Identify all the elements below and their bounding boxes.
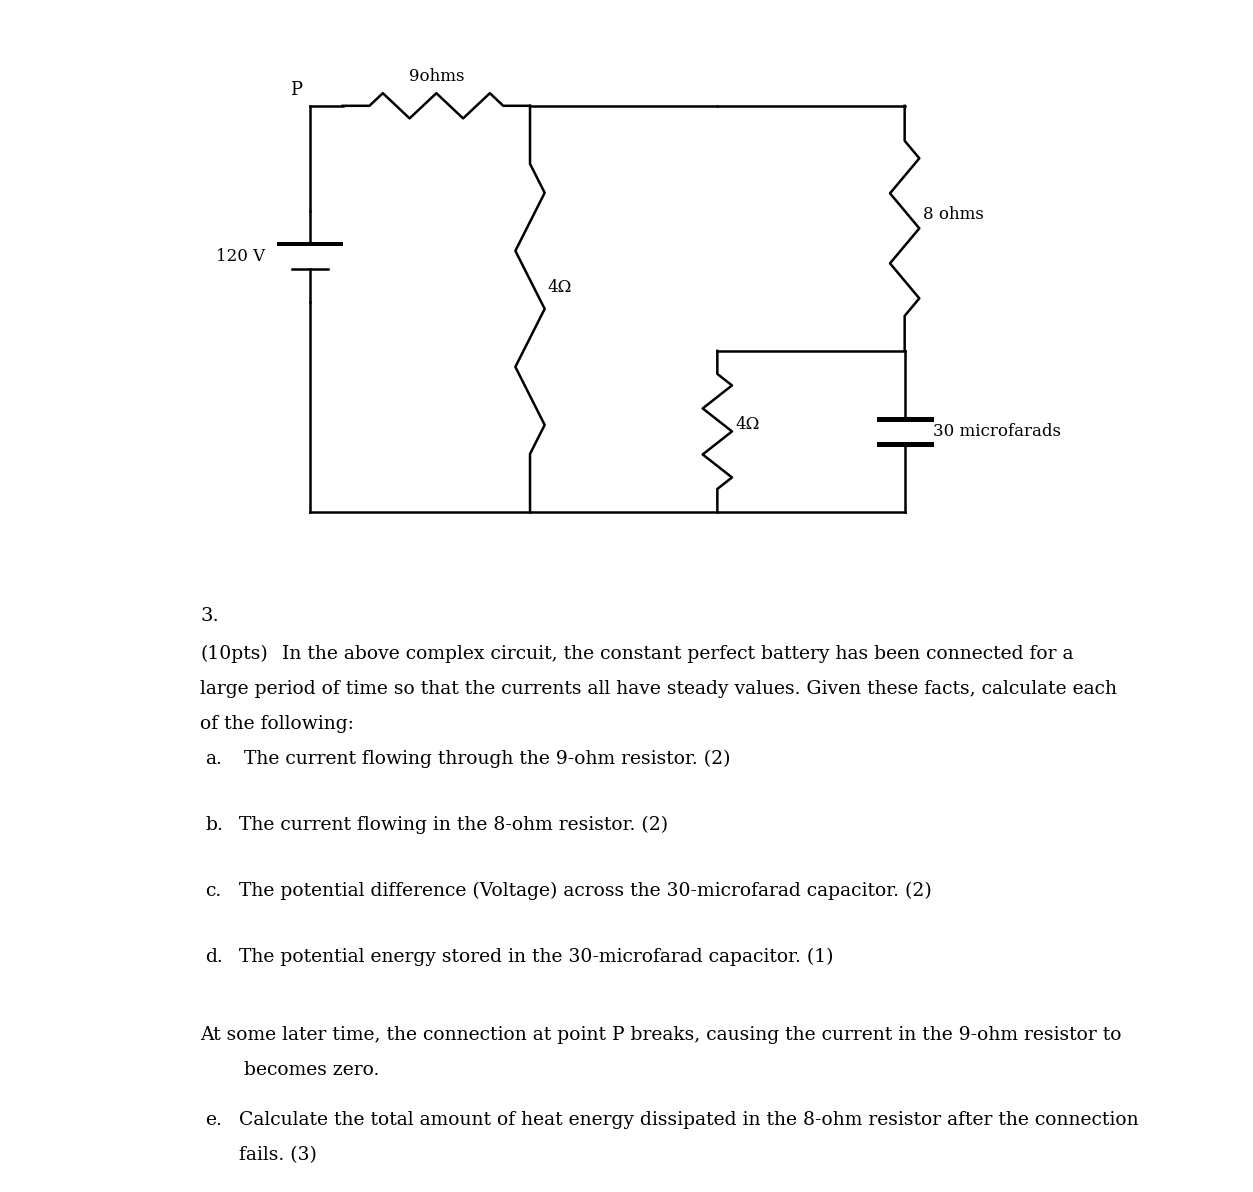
Text: The current flowing through the 9-ohm resistor. (2): The current flowing through the 9-ohm re… bbox=[244, 750, 730, 768]
Text: In the above complex circuit, the constant perfect battery has been connected fo: In the above complex circuit, the consta… bbox=[271, 645, 1074, 663]
Text: 4Ω: 4Ω bbox=[736, 416, 759, 433]
Text: (10pts): (10pts) bbox=[200, 645, 268, 664]
Text: 120 V: 120 V bbox=[217, 248, 266, 265]
Text: b.: b. bbox=[205, 815, 223, 834]
Text: 8 ohms: 8 ohms bbox=[922, 206, 984, 223]
Text: of the following:: of the following: bbox=[200, 715, 355, 733]
Text: e.: e. bbox=[205, 1111, 222, 1129]
Text: 4Ω: 4Ω bbox=[548, 279, 573, 297]
Text: large period of time so that the currents all have steady values. Given these fa: large period of time so that the current… bbox=[200, 679, 1118, 699]
Text: At some later time, the connection at point P breaks, causing the current in the: At some later time, the connection at po… bbox=[200, 1026, 1121, 1044]
Text: P: P bbox=[289, 81, 302, 99]
Text: 30 microfarads: 30 microfarads bbox=[933, 423, 1061, 440]
Text: fails. (3): fails. (3) bbox=[239, 1147, 317, 1165]
Text: 9ohms: 9ohms bbox=[408, 68, 464, 85]
Text: a.: a. bbox=[205, 750, 222, 768]
Text: The potential energy stored in the 30-microfarad capacitor. (1): The potential energy stored in the 30-mi… bbox=[239, 948, 833, 967]
Text: The potential difference (Voltage) across the 30-microfarad capacitor. (2): The potential difference (Voltage) acros… bbox=[239, 882, 932, 900]
Text: c.: c. bbox=[205, 882, 222, 900]
Text: 3.: 3. bbox=[200, 607, 219, 625]
Text: d.: d. bbox=[205, 948, 223, 966]
Text: The current flowing in the 8-ohm resistor. (2): The current flowing in the 8-ohm resisto… bbox=[239, 815, 668, 834]
Text: becomes zero.: becomes zero. bbox=[244, 1061, 380, 1079]
Text: Calculate the total amount of heat energy dissipated in the 8-ohm resistor after: Calculate the total amount of heat energ… bbox=[239, 1111, 1139, 1129]
